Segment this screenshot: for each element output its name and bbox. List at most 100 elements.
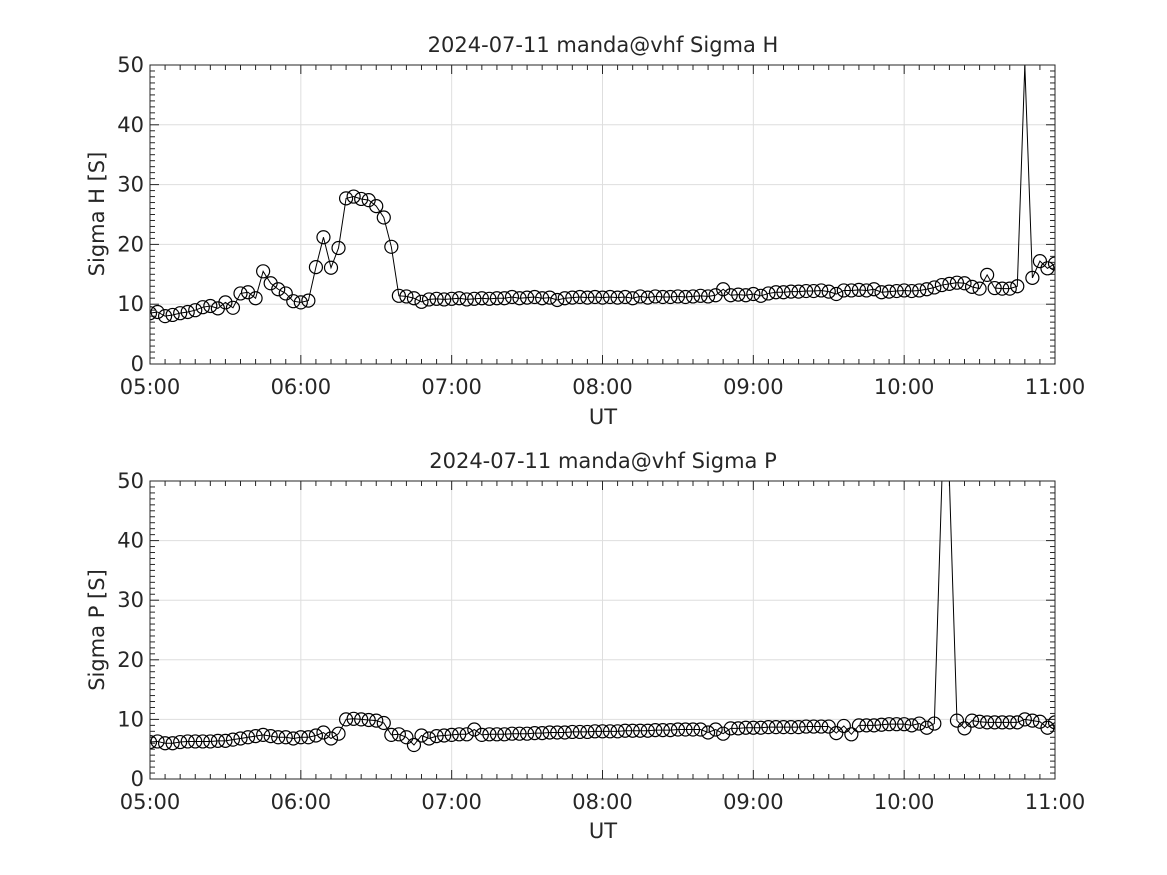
- sigma-p-data-point: [293, 730, 308, 745]
- sigma-p-data-point: [746, 720, 761, 735]
- sigma-h-data-point: [384, 239, 399, 254]
- sigma-p-data-point: [157, 736, 173, 751]
- sigma-p-data-point: [1147, 712, 1160, 725]
- sigma-h-data-point: [648, 289, 663, 304]
- sigma-h-data-point: [414, 294, 429, 309]
- sigma-p-data-point: [572, 724, 587, 740]
- sigma-h-data-point: [1079, 271, 1092, 284]
- sigma-p-data-point: [248, 728, 263, 744]
- sigma-h-data-point: [859, 283, 874, 298]
- sigma-h-data-point: [1002, 281, 1017, 296]
- sigma-p-data-point: [806, 719, 821, 734]
- sigma-h-data-point: [799, 283, 814, 299]
- sigma-p-data-point: [610, 724, 625, 739]
- sigma-p-data-point: [301, 730, 316, 745]
- sigma-p-data-point: [844, 727, 859, 742]
- sigma-p-data-point: [1010, 715, 1025, 730]
- sigma-h-x-tick-label: 05:00: [120, 375, 181, 399]
- sigma-p-data-point: [504, 726, 520, 741]
- sigma-p-data-point: [188, 734, 203, 749]
- sigma-h-data-point: [1101, 262, 1114, 275]
- sigma-p-data-point: [761, 720, 776, 735]
- sigma-h-data-point: [610, 290, 625, 305]
- sigma-p-x-tick-label: 07:00: [421, 790, 482, 814]
- sigma-h-data-point: [173, 306, 188, 321]
- sigma-p-data-point: [625, 723, 640, 738]
- sigma-h-data-point: [550, 292, 565, 308]
- sigma-p-data-point: [437, 728, 452, 743]
- sigma-p-data-point: [497, 727, 512, 742]
- sigma-p-y-tick-label: 40: [117, 529, 144, 553]
- sigma-p-data-point: [897, 717, 912, 732]
- sigma-p-data-point: [489, 727, 505, 742]
- sigma-p-y-tick-label: 50: [117, 469, 144, 493]
- sigma-p-data-point: [384, 727, 399, 743]
- sigma-p-data-point: [444, 727, 459, 743]
- sigma-p-data-point: [912, 716, 927, 731]
- sigma-p-data-point: [195, 734, 210, 749]
- sigma-p-data-point: [791, 720, 806, 735]
- sigma-p-xlabel: UT: [589, 819, 617, 843]
- sigma-h-tick-marks: [149, 64, 1056, 365]
- sigma-p-data-point: [1162, 711, 1167, 724]
- sigma-p-data-point: [1116, 714, 1129, 727]
- sigma-h-data-point: [776, 285, 791, 300]
- sigma-p-x-tick-label: 10:00: [874, 790, 935, 814]
- sigma-h-data-point: [972, 281, 987, 296]
- sigma-p-data-point: [308, 728, 324, 743]
- sigma-h-data-point: [195, 300, 210, 315]
- sigma-h-data-point: [218, 295, 233, 310]
- sigma-p-data-point: [406, 737, 422, 753]
- sigma-h-data-point: [595, 290, 610, 305]
- sigma-h-data-point: [452, 291, 467, 306]
- sigma-h-data-point: [625, 291, 640, 306]
- sigma-p-data-point: [150, 734, 158, 750]
- sigma-p-data-point: [919, 720, 934, 735]
- sigma-p-data-point: [678, 722, 693, 737]
- sigma-h-data-point: [746, 286, 761, 302]
- sigma-p-data-point: [1154, 715, 1167, 728]
- sigma-h-x-tick-label: 08:00: [572, 375, 633, 399]
- sigma-h-data-point: [188, 303, 203, 318]
- sigma-h-grid: [149, 64, 1056, 365]
- sigma-h-data-point: [738, 288, 753, 303]
- sigma-p-data-point: [995, 715, 1010, 730]
- sigma-p-data-point: [829, 726, 844, 741]
- sigma-h-y-tick-label: 30: [117, 173, 144, 197]
- sigma-h-data-point: [437, 292, 452, 307]
- sigma-h-data-point: [278, 286, 293, 301]
- sigma-h-data-point: [271, 282, 286, 297]
- sigma-p-data-point: [799, 719, 814, 734]
- sigma-h-x-tick-label: 10:00: [874, 375, 935, 399]
- sigma-h-x-tick-label: 06:00: [271, 375, 332, 399]
- sigma-h-data-point: [821, 284, 836, 299]
- sigma-p-data-point: [640, 723, 655, 738]
- sigma-p-data-point: [338, 712, 354, 727]
- sigma-p-data-point: [700, 725, 716, 740]
- sigma-p-data-point: [1139, 712, 1152, 725]
- sigma-h-data-point: [806, 283, 821, 299]
- sigma-h-data-point: [512, 291, 527, 306]
- sigma-p-data-point: [263, 728, 278, 744]
- sigma-p-data-point: [361, 712, 376, 728]
- sigma-h-data-point: [655, 289, 670, 305]
- sigma-h-data-point: [482, 291, 497, 306]
- sigma-p-data-point: [716, 726, 731, 741]
- sigma-h-data-point: [565, 290, 580, 305]
- sigma-p-data-point: [452, 727, 467, 742]
- sigma-p-data-point: [889, 717, 904, 732]
- sigma-p-data-point: [225, 732, 241, 747]
- sigma-p-data-point: [738, 720, 753, 735]
- sigma-h-data-point: [1010, 279, 1025, 294]
- sigma-h-data-point: [399, 289, 414, 304]
- sigma-h-data-point: [444, 291, 459, 306]
- sigma-p-data-point: [346, 711, 361, 726]
- sigma-h-data-point: [150, 306, 158, 321]
- sigma-p-data-point: [519, 726, 535, 741]
- sigma-p-data-point: [753, 720, 768, 735]
- sigma-h-y-tick-label: 20: [117, 232, 144, 256]
- sigma-h-data-point: [685, 289, 701, 304]
- sigma-p-data-point: [1131, 713, 1144, 726]
- sigma-p-grid: [149, 480, 1056, 780]
- sigma-p-data-point: [376, 715, 391, 731]
